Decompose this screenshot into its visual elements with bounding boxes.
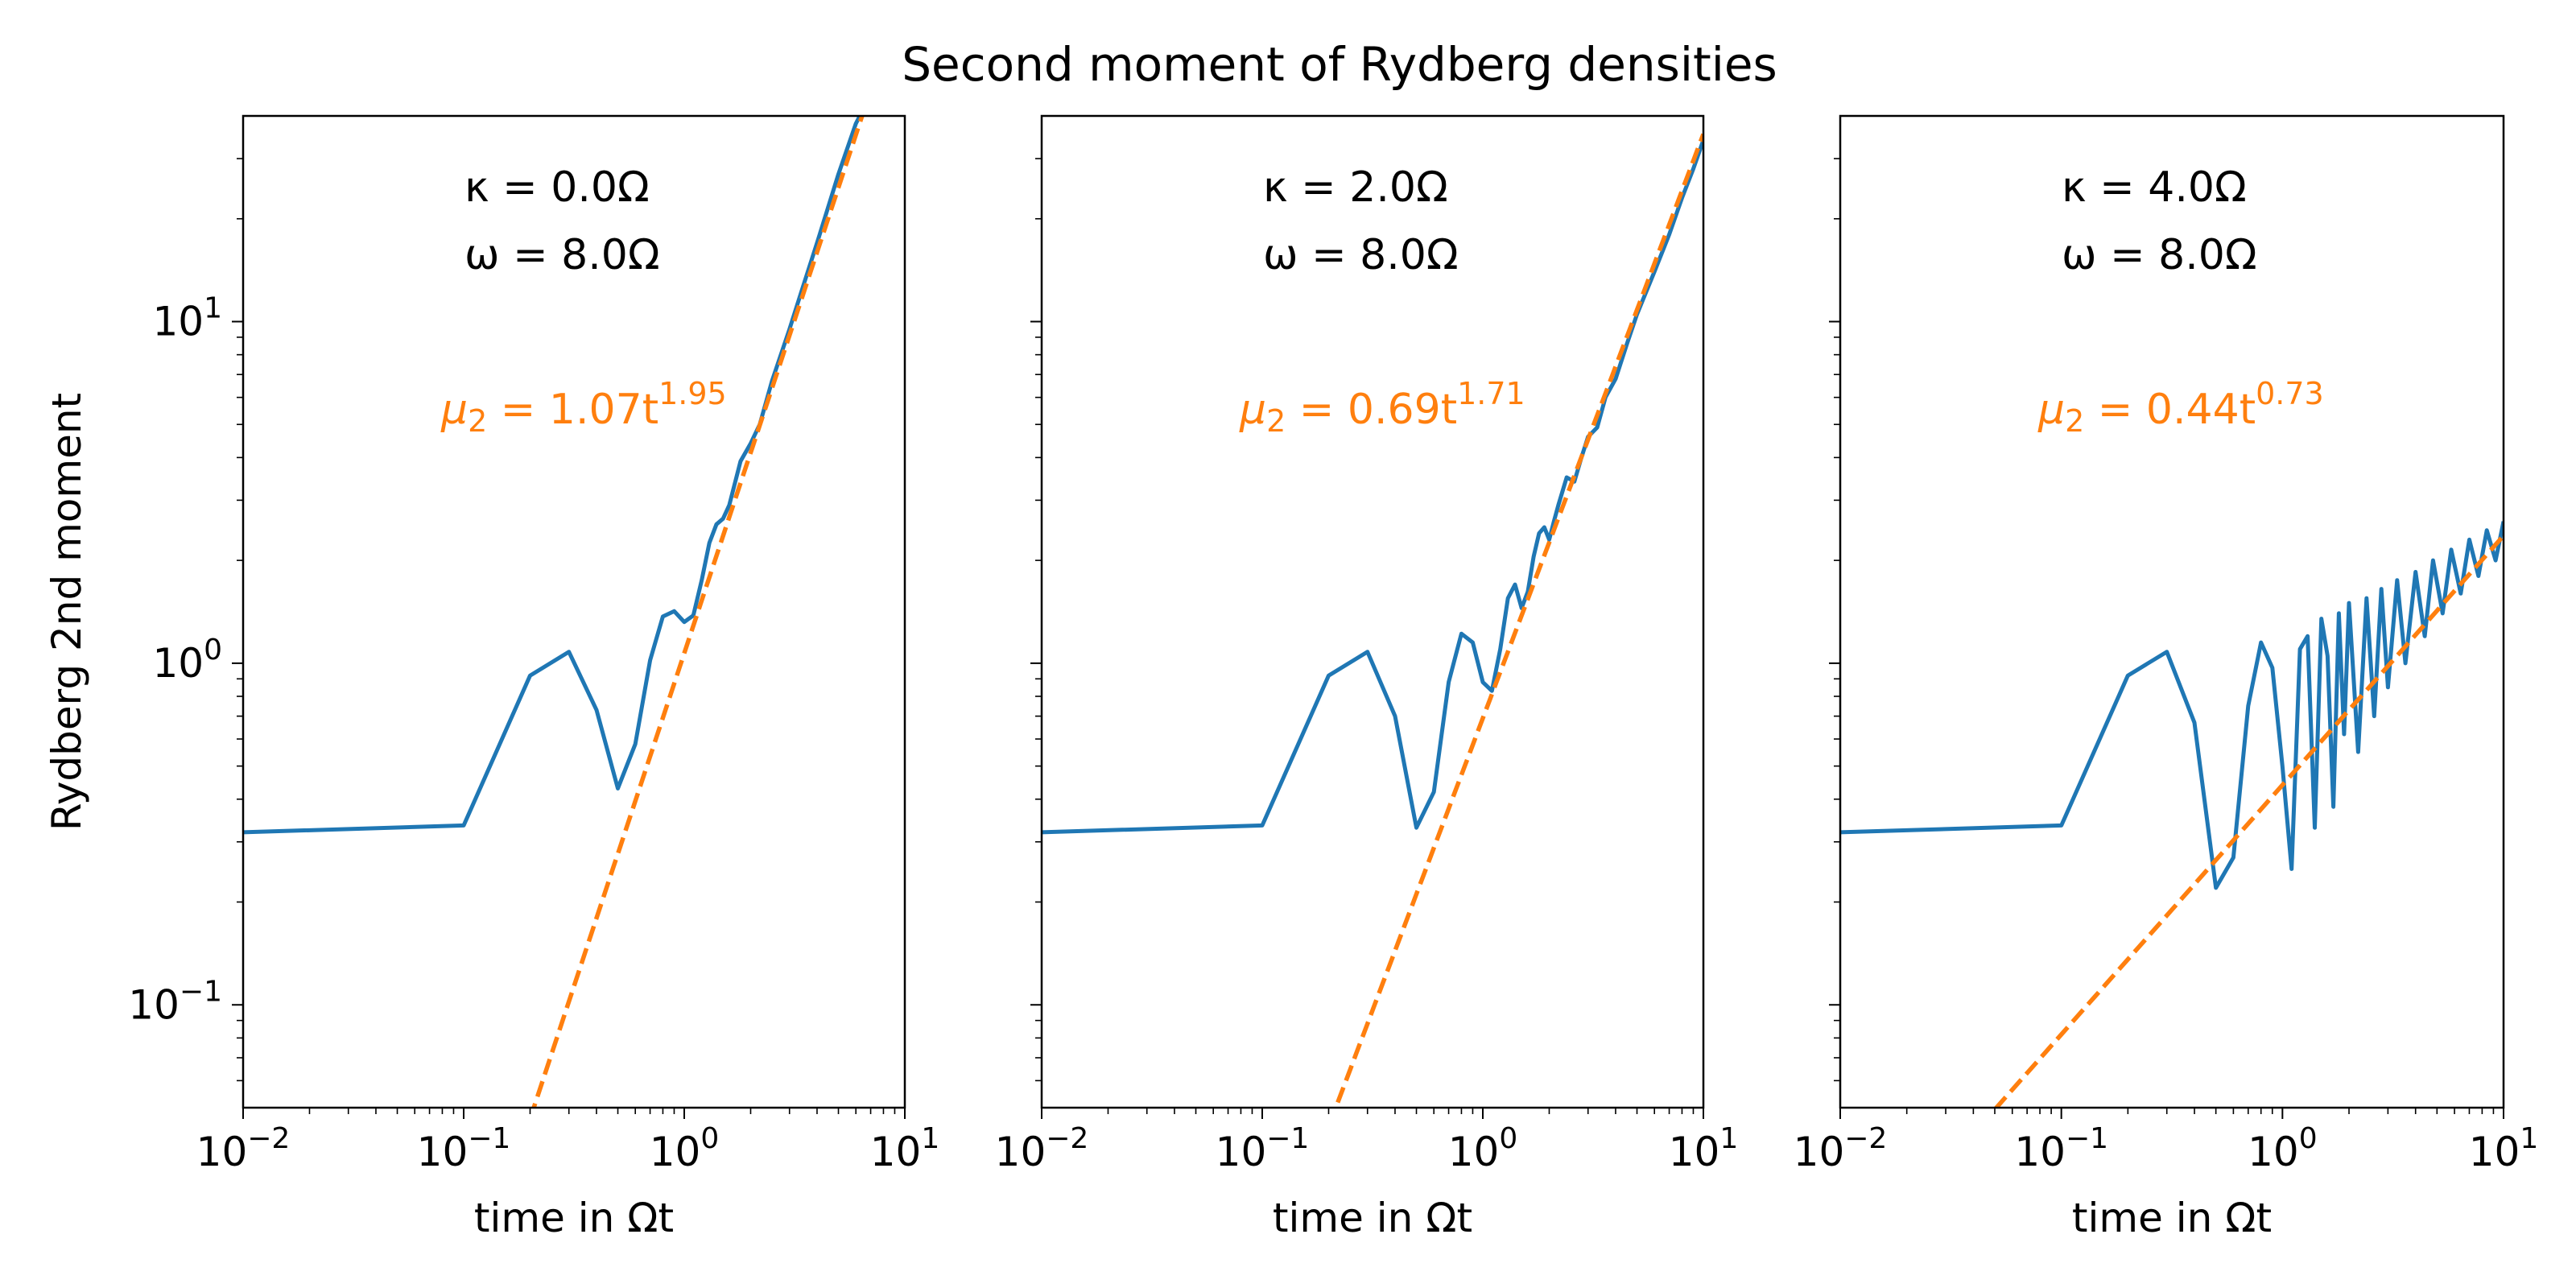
omega-annotation: ω = 8.0Ω (1263, 231, 1459, 279)
axes-frame (242, 114, 906, 1109)
x-axis-label: time in Ωt (1273, 1195, 1472, 1241)
fit-line (1993, 534, 2504, 1108)
panel-1: 10−2 10−1 100 101 10−1 100 101 time in Ωt Rydber… (43, 114, 940, 1241)
kappa-annotation: κ = 0.0Ω (464, 163, 650, 212)
x-axis-label: time in Ωt (2072, 1195, 2272, 1241)
axes-frame (1839, 114, 2505, 1109)
x-tick-label: 10−1 (2014, 1122, 2108, 1175)
y-axis-label: Rydberg 2nd moment (43, 393, 90, 831)
x-tick-label: 10−1 (1216, 1122, 1310, 1175)
x-tick-label: 101 (2469, 1122, 2539, 1175)
fit-annotation: μ2 = 0.44t0.73 (2037, 376, 2324, 439)
panel-3: 10−2 10−1 100 101 time in Ωt κ = 4.0Ω ω = 8.0Ω… (1794, 114, 2539, 1241)
fit-annotation: μ2 = 0.69t1.71 (1239, 376, 1525, 439)
x-tick-label: 100 (650, 1122, 720, 1175)
omega-annotation: ω = 8.0Ω (464, 231, 660, 279)
x-tick-label: 100 (2248, 1122, 2318, 1175)
figure-title: Second moment of Rydberg densities (902, 37, 1777, 92)
data-series-line (1042, 139, 1703, 835)
x-tick-label: 10−1 (417, 1122, 511, 1175)
x-tick-label: 10−2 (995, 1122, 1089, 1175)
panels: 10−2 10−1 100 101 10−1 100 101 time in Ωt Rydber… (43, 114, 2539, 1241)
fit-line (1335, 133, 1703, 1104)
x-tick-label: 10−2 (1794, 1122, 1888, 1175)
fit-annotation: μ2 = 1.07t1.95 (440, 376, 727, 439)
omega-annotation: ω = 8.0Ω (2062, 231, 2257, 279)
x-tick-label: 101 (870, 1122, 940, 1175)
panel-2: 10−2 10−1 100 101 time in Ωt κ = 2.0Ω ω = 8.0Ω… (995, 114, 1739, 1241)
y-tick-label: 100 (152, 634, 222, 687)
data-series-line (1840, 521, 2504, 890)
y-tick-label: 101 (152, 291, 222, 345)
data-series-line (243, 116, 862, 835)
x-tick-label: 10−2 (196, 1122, 291, 1175)
kappa-annotation: κ = 2.0Ω (1263, 163, 1448, 212)
y-tick-label: 10−1 (128, 975, 222, 1028)
axes-frame (1040, 114, 1705, 1109)
x-tick-label: 100 (1448, 1122, 1518, 1175)
kappa-annotation: κ = 4.0Ω (2062, 163, 2247, 212)
x-axis-label: time in Ωt (474, 1195, 674, 1241)
fit-line (531, 116, 865, 1108)
x-tick-label: 101 (1669, 1122, 1739, 1175)
